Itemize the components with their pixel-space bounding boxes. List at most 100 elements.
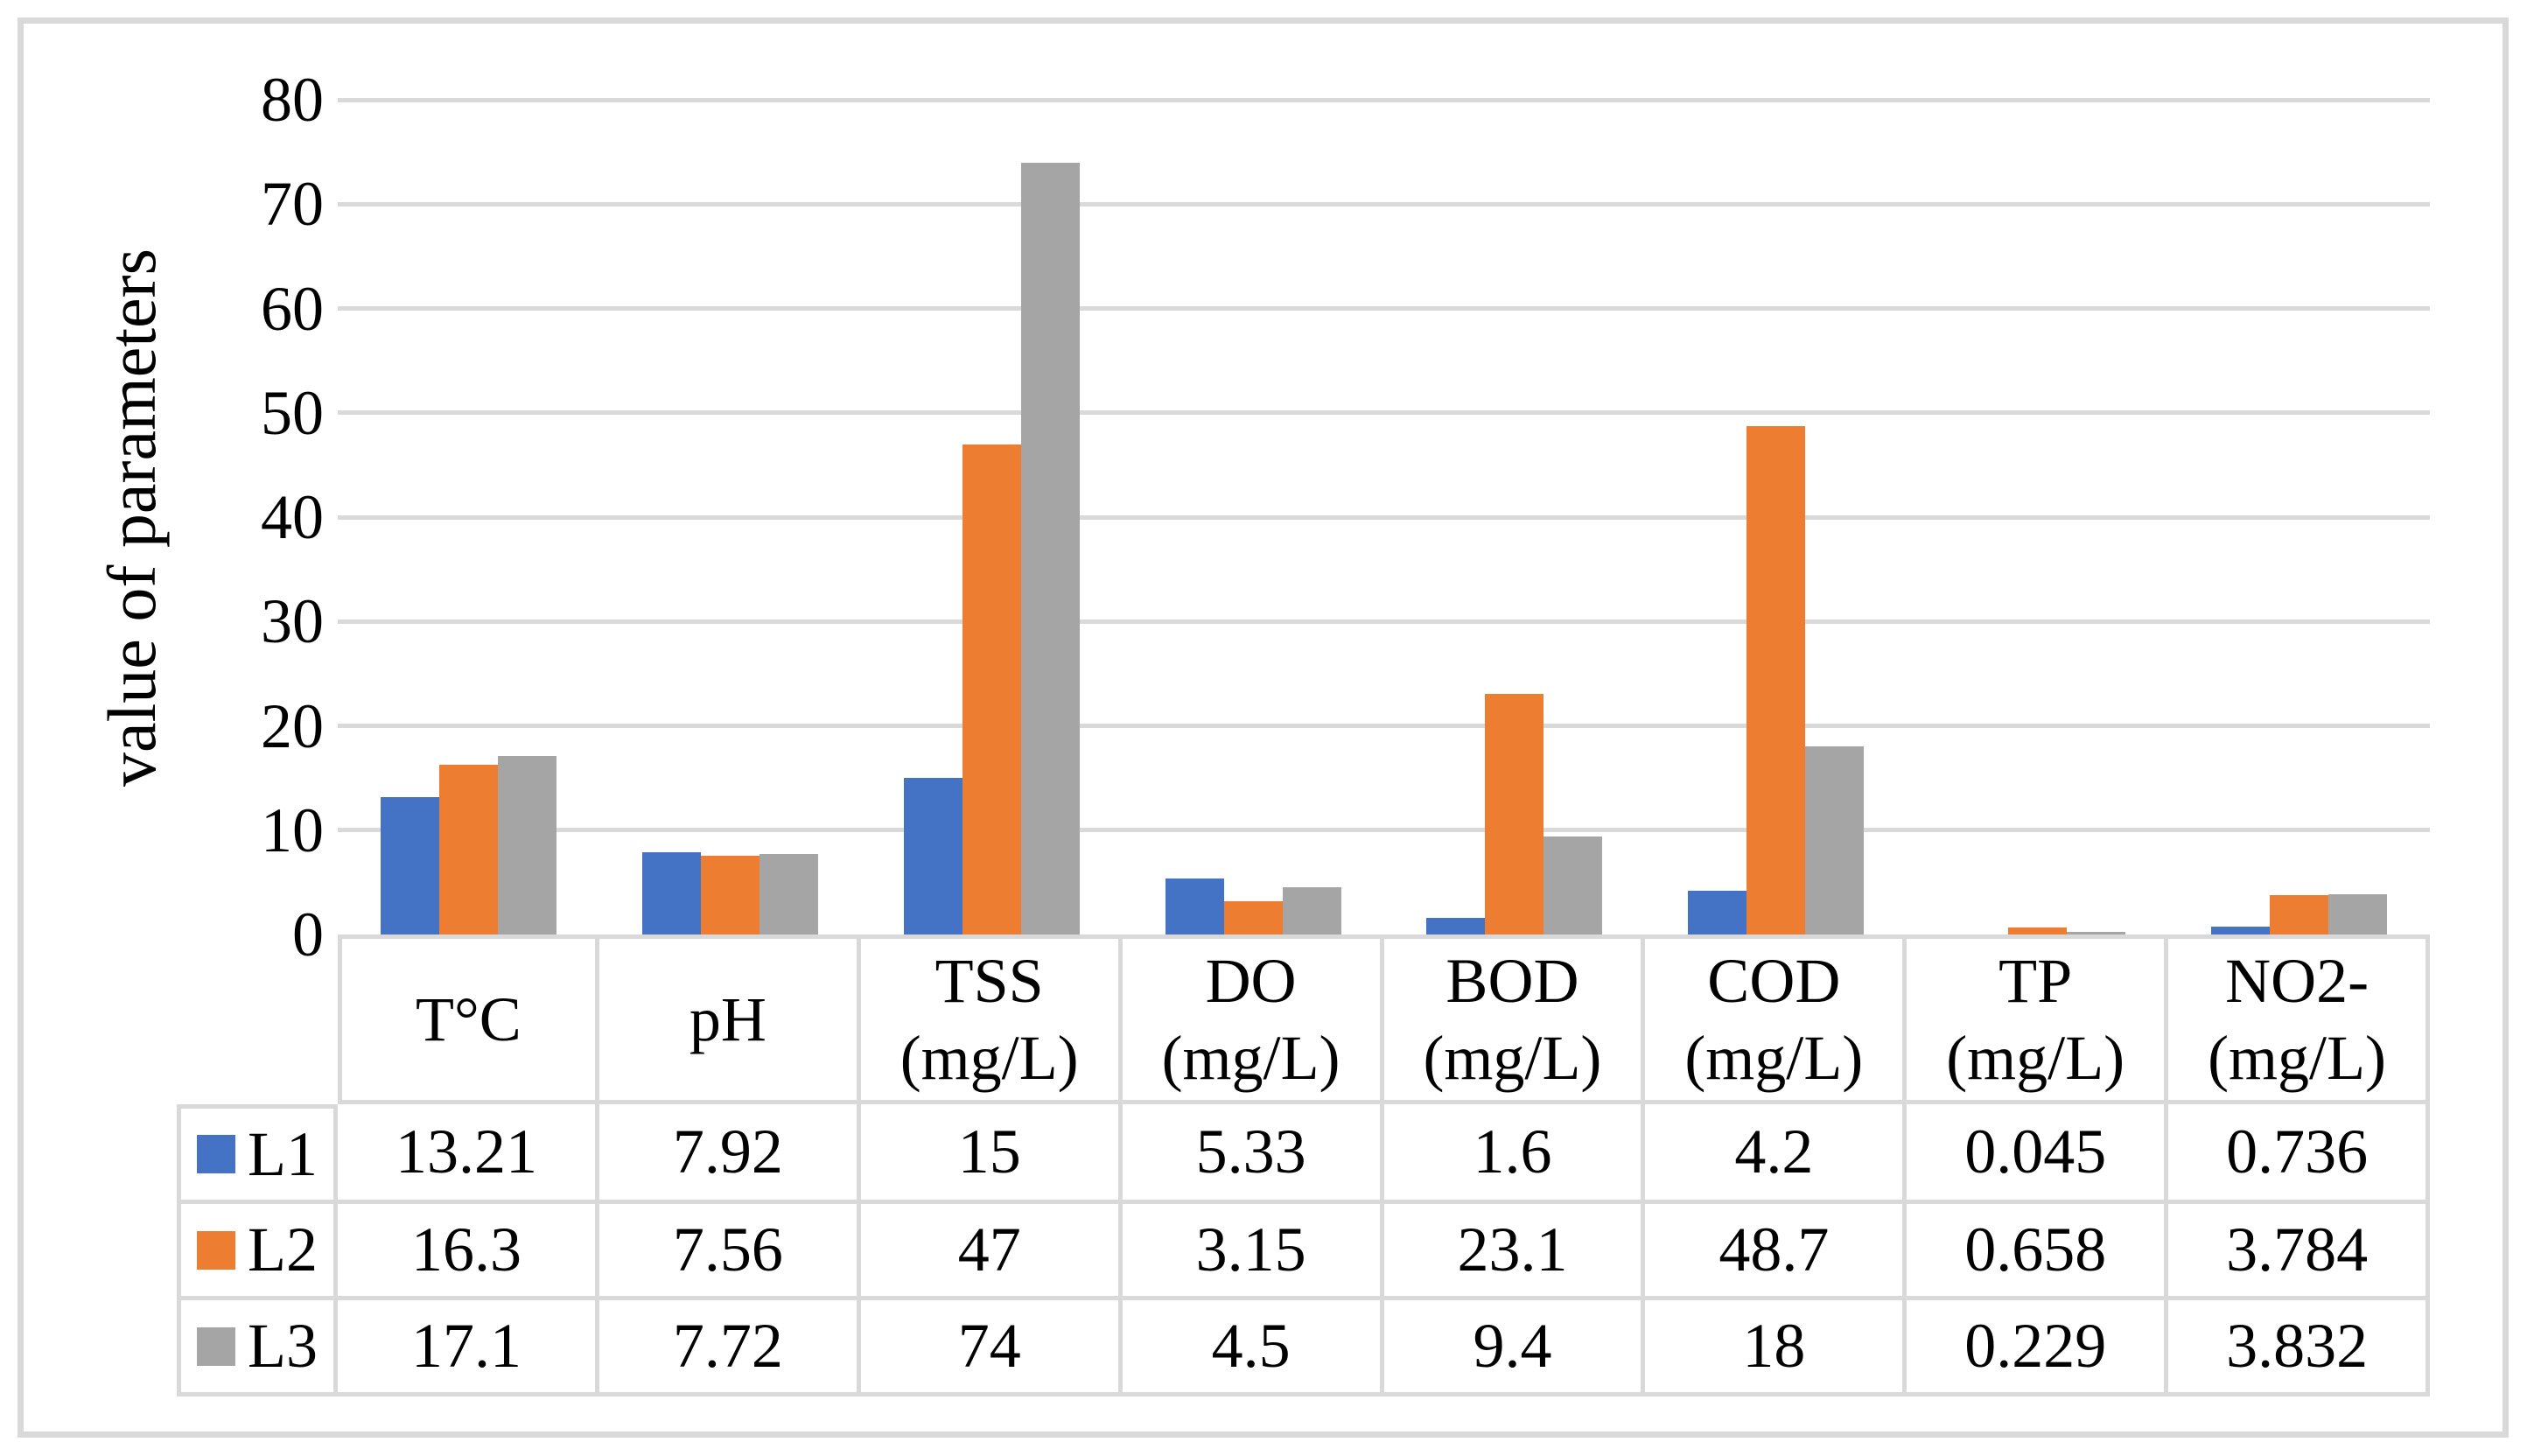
column-header-line: pH bbox=[689, 984, 766, 1054]
legend-label: L1 bbox=[248, 1118, 318, 1189]
gridline-y-30 bbox=[338, 619, 2430, 624]
column-header-line: (mg/L) bbox=[1684, 1023, 1864, 1093]
value-cell-L3-COD: 18 bbox=[1645, 1300, 1908, 1396]
legend-key-L3 bbox=[197, 1326, 235, 1366]
y-axis-tick-label: 40 bbox=[261, 482, 324, 552]
column-header-line: T°C bbox=[416, 984, 522, 1054]
y-axis-tick-label: 70 bbox=[261, 169, 324, 240]
value-cell-L2-TP: 0.658 bbox=[1907, 1204, 2169, 1300]
column-header-COD: COD (mg/L) bbox=[1645, 934, 1908, 1104]
value-cell-L3-BOD: 9.4 bbox=[1383, 1300, 1646, 1396]
column-header-NO2-: NO2- (mg/L) bbox=[2168, 934, 2430, 1104]
bar-L3-T°C bbox=[497, 756, 556, 934]
value-cell-L1-DO: 5.33 bbox=[1122, 1104, 1384, 1204]
value-cell-L2-DO: 3.15 bbox=[1122, 1204, 1384, 1300]
column-header-pH: pH bbox=[598, 934, 861, 1104]
y-axis-tick-label: 30 bbox=[261, 586, 324, 657]
value-cell-L2-BOD: 23.1 bbox=[1383, 1204, 1646, 1300]
legend-key-L1 bbox=[197, 1135, 235, 1173]
gridline-y-40 bbox=[338, 514, 2430, 520]
column-header-line: TSS bbox=[934, 946, 1044, 1016]
gridline-y-50 bbox=[338, 410, 2430, 416]
y-axis-tick-label: 20 bbox=[261, 690, 324, 761]
legend-key-L2 bbox=[197, 1230, 235, 1270]
bar-L1-pH bbox=[641, 851, 701, 934]
bar-L3-pH bbox=[759, 853, 818, 934]
value-cell-L1-NO2-: 0.736 bbox=[2168, 1104, 2430, 1204]
bar-L2-DO bbox=[1223, 901, 1283, 934]
column-header-line: (mg/L) bbox=[1946, 1023, 2125, 1093]
y-axis-tick-label: 50 bbox=[261, 377, 324, 448]
legend-label: L2 bbox=[248, 1214, 318, 1284]
value-cell-L3-TP: 0.229 bbox=[1907, 1300, 2169, 1396]
bar-L2-T°C bbox=[438, 764, 498, 934]
value-cell-L1-T°C: 13.21 bbox=[338, 1104, 599, 1204]
column-header-T°C: T°C bbox=[338, 934, 599, 1104]
column-header-line: DO bbox=[1205, 946, 1297, 1016]
bar-L1-DO bbox=[1165, 878, 1224, 934]
value-cell-L3-T°C: 17.1 bbox=[338, 1300, 599, 1396]
bar-L2-COD bbox=[1746, 426, 1806, 934]
gridline-y-80 bbox=[338, 97, 2430, 102]
value-cell-L2-COD: 48.7 bbox=[1645, 1204, 1908, 1300]
value-cell-L1-pH: 7.92 bbox=[598, 1104, 861, 1204]
legend-entry-L1: L1 bbox=[177, 1104, 338, 1204]
bar-L2-NO2- bbox=[2270, 894, 2329, 934]
column-header-line: (mg/L) bbox=[1423, 1023, 1602, 1093]
value-cell-L3-NO2-: 3.832 bbox=[2168, 1300, 2430, 1396]
bar-L3-TP bbox=[2067, 932, 2126, 934]
column-header-line: BOD bbox=[1446, 946, 1579, 1016]
bar-L3-DO bbox=[1282, 887, 1341, 934]
value-cell-L2-T°C: 16.3 bbox=[338, 1204, 599, 1300]
y-axis-tick-label: 80 bbox=[261, 65, 324, 135]
value-cell-L1-TSS: 15 bbox=[860, 1104, 1123, 1204]
bar-L1-COD bbox=[1688, 890, 1747, 934]
legend-label: L3 bbox=[248, 1311, 318, 1381]
value-cell-L3-DO: 4.5 bbox=[1122, 1300, 1384, 1396]
chart-outer-frame bbox=[18, 18, 2509, 1438]
bar-L2-TSS bbox=[962, 444, 1021, 934]
column-header-line: NO2- bbox=[2225, 946, 2370, 1016]
y-axis-tick-label: 0 bbox=[292, 900, 324, 970]
chart-data-table: T°C pH TSS (mg/L) DO (mg/L) BOD (mg/L) COD (mg/L)… bbox=[177, 934, 2430, 1396]
column-header-line: (mg/L) bbox=[1161, 1023, 1340, 1093]
value-cell-L2-pH: 7.56 bbox=[598, 1204, 861, 1300]
column-header-line: TP bbox=[1998, 946, 2073, 1016]
value-cell-L2-TSS: 47 bbox=[860, 1204, 1123, 1300]
value-cell-L2-NO2-: 3.784 bbox=[2168, 1204, 2430, 1300]
bar-L2-TP bbox=[2008, 928, 2068, 934]
gridline-y-70 bbox=[338, 201, 2430, 206]
bar-L2-pH bbox=[700, 855, 760, 934]
column-header-BOD: BOD (mg/L) bbox=[1383, 934, 1646, 1104]
gridline-y-20 bbox=[338, 724, 2430, 728]
value-cell-L1-BOD: 1.6 bbox=[1383, 1104, 1646, 1204]
gridline-y-10 bbox=[338, 828, 2430, 833]
table-corner-cell bbox=[177, 934, 338, 1104]
bar-L1-TSS bbox=[903, 778, 962, 934]
value-cell-L3-pH: 7.72 bbox=[598, 1300, 861, 1396]
column-header-line: (mg/L) bbox=[900, 1023, 1079, 1093]
bar-L1-T°C bbox=[380, 796, 439, 934]
bar-L3-BOD bbox=[1544, 836, 1603, 934]
legend-entry-L2: L2 bbox=[177, 1204, 338, 1300]
value-cell-L1-COD: 4.2 bbox=[1645, 1104, 1908, 1204]
column-header-line: (mg/L) bbox=[2208, 1023, 2387, 1093]
bar-L3-NO2- bbox=[2328, 894, 2388, 934]
bar-L1-BOD bbox=[1426, 917, 1486, 934]
y-axis-tick-label: 10 bbox=[261, 794, 324, 865]
gridline-y-60 bbox=[338, 306, 2430, 311]
bar-L3-COD bbox=[1805, 746, 1865, 935]
legend-entry-L3: L3 bbox=[177, 1300, 338, 1396]
value-cell-L1-TP: 0.045 bbox=[1907, 1104, 2169, 1204]
y-axis-tick-label: 60 bbox=[261, 273, 324, 344]
bar-L1-NO2- bbox=[2211, 927, 2271, 934]
column-header-TP: TP (mg/L) bbox=[1907, 934, 2169, 1104]
bar-L1-TP bbox=[1950, 934, 2008, 935]
column-header-TSS: TSS (mg/L) bbox=[860, 934, 1123, 1104]
column-header-line: COD bbox=[1707, 946, 1841, 1016]
bar-L2-BOD bbox=[1485, 693, 1544, 934]
bar-L3-TSS bbox=[1020, 162, 1080, 934]
column-header-DO: DO (mg/L) bbox=[1122, 934, 1384, 1104]
value-cell-L3-TSS: 74 bbox=[860, 1300, 1123, 1396]
